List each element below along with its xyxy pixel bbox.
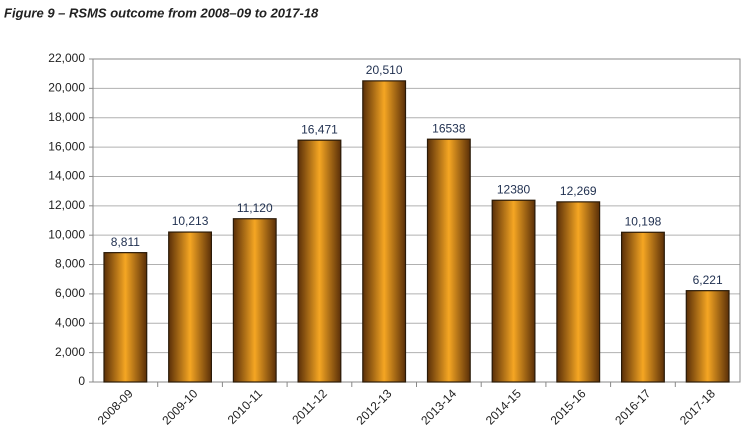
y-tick-label: 18,000: [48, 110, 85, 124]
bar: [556, 201, 601, 383]
y-tick-label: 10,000: [48, 227, 85, 241]
value-label: 6,221: [693, 273, 723, 287]
y-tick-label: 14,000: [48, 169, 85, 183]
bar: [491, 199, 536, 383]
chart-title: Figure 9 – RSMS outcome from 2008–09 to …: [4, 5, 319, 20]
value-label: 16,471: [301, 122, 338, 136]
value-label: 12,269: [560, 184, 597, 198]
y-tick-label: 20,000: [48, 81, 85, 95]
y-tick-label: 22,000: [48, 51, 85, 65]
value-label: 20,510: [366, 63, 403, 77]
value-label: 16538: [432, 121, 466, 135]
y-tick-label: 8,000: [55, 257, 85, 271]
value-label: 11,120: [237, 201, 273, 215]
bar: [362, 80, 407, 383]
bar: [426, 138, 471, 383]
value-label: 10,198: [625, 214, 662, 228]
bar: [232, 218, 277, 383]
y-tick-label: 12,000: [48, 198, 85, 212]
y-tick-label: 16,000: [48, 139, 85, 153]
y-tick-label: 2,000: [55, 345, 85, 359]
y-tick-label: 4,000: [55, 315, 85, 329]
value-label: 8,811: [111, 235, 140, 249]
bar: [297, 139, 342, 383]
bar: [168, 231, 213, 383]
bar: [685, 290, 730, 383]
y-tick-label: 0: [78, 374, 85, 388]
value-label: 12380: [497, 182, 531, 196]
bar: [620, 231, 665, 383]
y-tick-label: 6,000: [55, 286, 85, 300]
bar: [103, 252, 148, 383]
value-label: 10,213: [172, 214, 209, 228]
